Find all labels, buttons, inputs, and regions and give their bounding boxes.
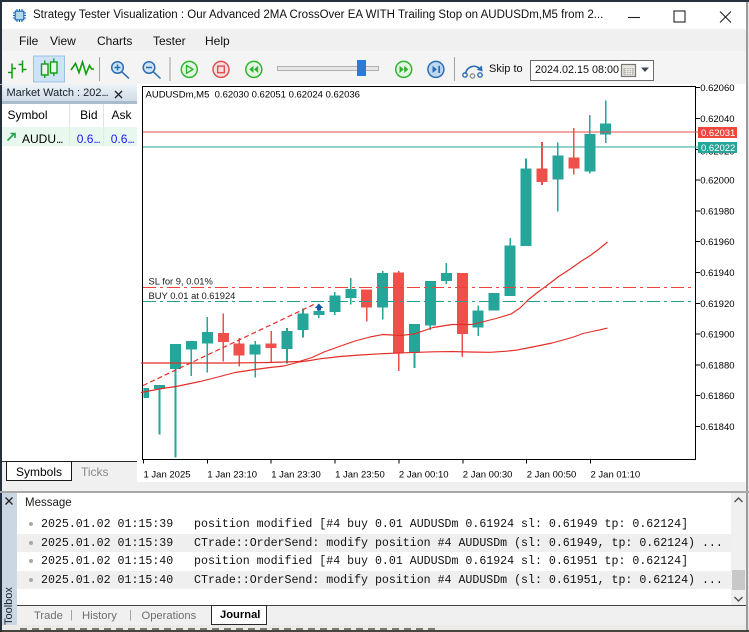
- svg-text:0.62031: 0.62031: [701, 128, 735, 139]
- svg-text:0.61940: 0.61940: [700, 268, 734, 279]
- svg-text:2 Jan 00:10: 2 Jan 00:10: [399, 470, 449, 481]
- svg-text:0.61960: 0.61960: [700, 237, 734, 248]
- svg-text:0.62060: 0.62060: [700, 83, 734, 94]
- svg-text:BUY 0.01 at 0.61924: BUY 0.01 at 0.61924: [149, 290, 236, 301]
- svg-text:2 Jan 00:50: 2 Jan 00:50: [527, 470, 577, 481]
- svg-text:0.62000: 0.62000: [700, 176, 734, 187]
- svg-text:0.61880: 0.61880: [700, 360, 734, 371]
- svg-text:0.61920: 0.61920: [700, 299, 734, 310]
- svg-text:1 Jan 23:10: 1 Jan 23:10: [207, 470, 257, 481]
- svg-text:SL for 9, 0.01%: SL for 9, 0.01%: [149, 276, 213, 287]
- svg-text:2 Jan 01:10: 2 Jan 01:10: [591, 470, 641, 481]
- svg-text:0.62022: 0.62022: [701, 143, 735, 154]
- svg-text:0.61840: 0.61840: [700, 422, 734, 433]
- svg-text:1 Jan 23:50: 1 Jan 23:50: [335, 470, 385, 481]
- svg-text:AUDUSDm,M5 0.62030 0.62051 0.: AUDUSDm,M5 0.62030 0.62051 0.62024 0.620…: [146, 89, 360, 100]
- svg-text:0.61900: 0.61900: [700, 330, 734, 341]
- svg-text:0.61860: 0.61860: [700, 391, 734, 402]
- svg-text:2 Jan 00:30: 2 Jan 00:30: [463, 470, 513, 481]
- svg-text:0.61980: 0.61980: [700, 206, 734, 217]
- svg-text:0.62040: 0.62040: [700, 114, 734, 125]
- svg-text:1 Jan 2025: 1 Jan 2025: [144, 470, 191, 481]
- svg-text:1 Jan 23:30: 1 Jan 23:30: [271, 470, 321, 481]
